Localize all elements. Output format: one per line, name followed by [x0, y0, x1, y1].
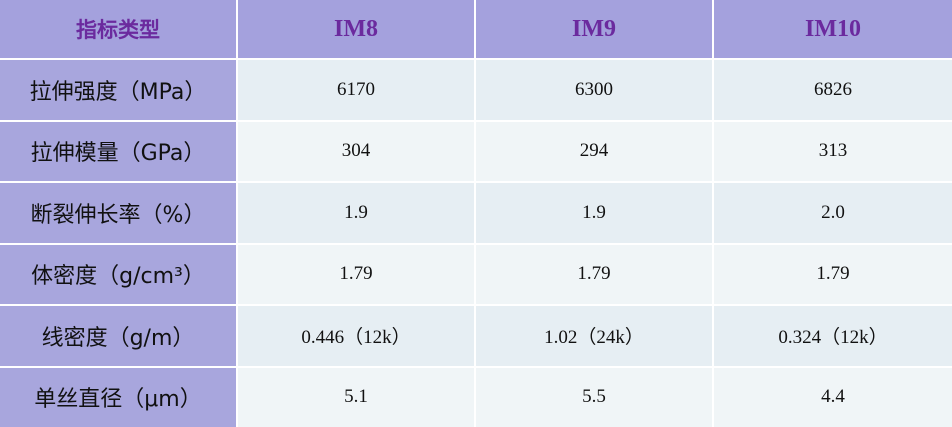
header-cell: IM8	[238, 0, 474, 58]
row-label: 单丝直径（μm）	[0, 367, 236, 427]
data-cell: 1.79	[238, 244, 474, 304]
data-cell: 5.1	[238, 367, 474, 427]
data-cell: 1.9	[238, 183, 474, 243]
data-cell: 0.446（12k）	[238, 306, 474, 366]
data-cell: 5.5	[476, 367, 712, 427]
data-cell: 6300	[476, 60, 712, 120]
row-label: 断裂伸长率（%）	[0, 183, 236, 243]
data-cell: 1.9	[476, 183, 712, 243]
data-cell: 0.324（12k）	[714, 306, 952, 366]
data-cell: 1.02（24k）	[476, 306, 712, 366]
data-cell: 313	[714, 121, 952, 181]
data-cell: 1.79	[476, 244, 712, 304]
row-label: 体密度（g/cm³）	[0, 244, 236, 304]
data-cell: 1.79	[714, 244, 952, 304]
row-label: 拉伸强度（MPa）	[0, 60, 236, 120]
row-label: 拉伸模量（GPa）	[0, 121, 236, 181]
data-cell: 4.4	[714, 367, 952, 427]
data-cell: 6170	[238, 60, 474, 120]
header-cell: 指标类型	[0, 0, 236, 58]
data-cell: 6826	[714, 60, 952, 120]
data-cell: 294	[476, 121, 712, 181]
header-cell: IM9	[476, 0, 712, 58]
data-cell: 2.0	[714, 183, 952, 243]
row-label: 线密度（g/m）	[0, 306, 236, 366]
data-cell: 304	[238, 121, 474, 181]
header-cell: IM10	[714, 0, 952, 58]
